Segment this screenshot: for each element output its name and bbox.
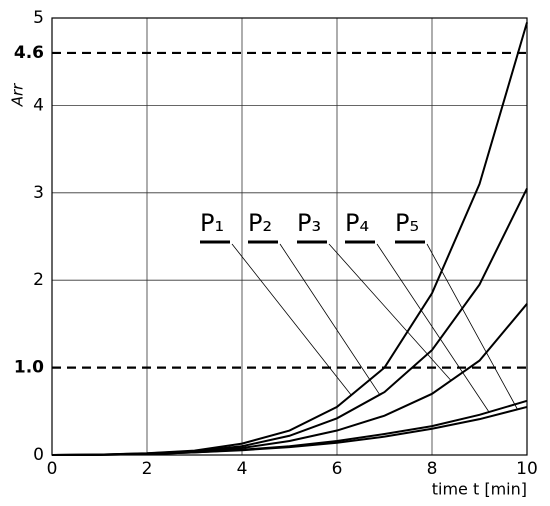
x-tick-label: 8 [427, 459, 438, 479]
leader-line [376, 243, 490, 413]
data-line [51, 22, 528, 456]
plot-frame [51, 17, 528, 456]
x-tick-label: 0 [47, 459, 58, 479]
x-tick-label: 4 [237, 459, 248, 479]
y-tick-label: 5 [33, 8, 44, 28]
reference-label: 4.6 [14, 43, 44, 63]
x-tick-label: 2 [142, 459, 153, 479]
y-tick-label: 2 [33, 270, 44, 290]
legend-label: P₃ [297, 209, 321, 237]
data-line [51, 405, 528, 456]
y-tick-label: 4 [33, 95, 44, 115]
leader-line [231, 243, 352, 396]
y-tick-label: 0 [33, 445, 44, 465]
leader-line [279, 243, 381, 395]
data-line [51, 187, 528, 456]
leader-line [328, 243, 452, 381]
data-line [51, 303, 528, 456]
reference-label: 1.0 [14, 358, 44, 378]
legend-label: P₂ [248, 209, 272, 237]
leader-line [426, 243, 518, 410]
legend-label: P₁ [200, 209, 224, 237]
legend-label: P₄ [345, 209, 369, 237]
x-tick-label: 6 [332, 459, 343, 479]
x-axis-label: time t [min] [432, 480, 527, 499]
y-axis-label: Arr [9, 83, 27, 107]
y-tick-label: 3 [33, 183, 44, 203]
x-tick-label: 10 [516, 459, 538, 479]
legend-label: P₅ [395, 209, 419, 237]
